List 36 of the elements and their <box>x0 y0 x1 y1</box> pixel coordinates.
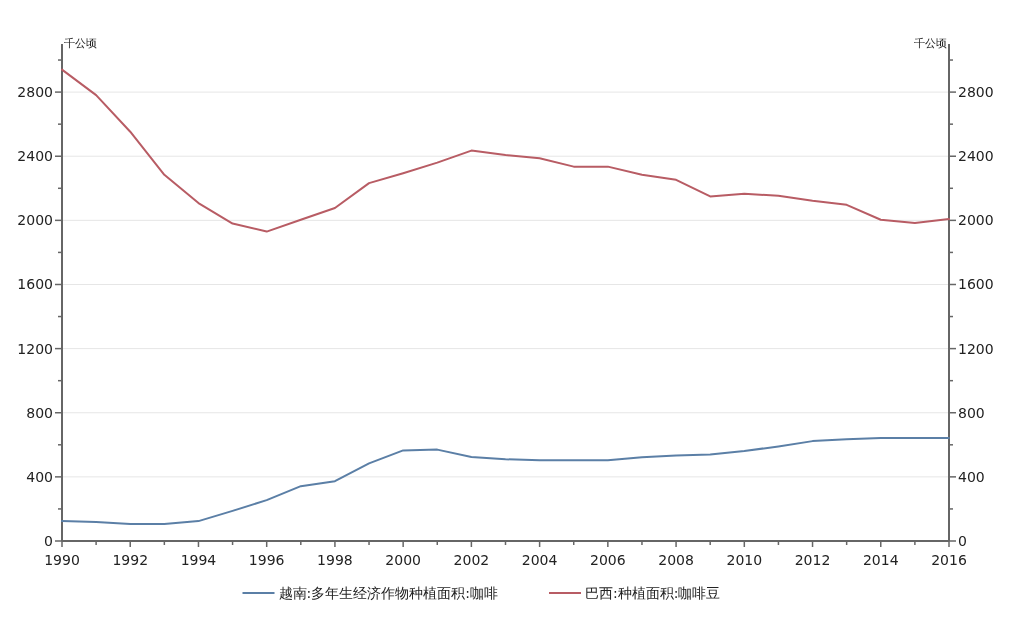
x-tick-label: 1990 <box>44 552 80 568</box>
y-tick-label: 2800 <box>17 84 53 101</box>
y-tick-label: 2000 <box>17 212 53 229</box>
x-tick-label: 1994 <box>180 552 217 568</box>
x-tick-label: 2016 <box>931 552 967 568</box>
x-tick-label: 1998 <box>317 552 353 568</box>
y-tick-label: 400 <box>26 468 53 485</box>
x-tick-label: 2000 <box>385 552 421 568</box>
x-tick-label: 2006 <box>590 552 626 568</box>
y2-tick-label: 0 <box>958 533 967 549</box>
line-series <box>61 68 950 233</box>
line-series <box>61 437 950 526</box>
x-tick-label: 2008 <box>658 552 694 568</box>
y2-tick-label: 400 <box>958 468 985 485</box>
legend-label: 巴西:种植面积:咖啡豆 <box>585 585 721 601</box>
y2-tick-label: 800 <box>958 404 985 421</box>
x-tick-label: 1992 <box>112 552 149 568</box>
x-tick-label: 2004 <box>521 552 558 568</box>
y-tick-label: 2400 <box>17 148 53 165</box>
y-tick-label: 1600 <box>17 276 53 293</box>
x-tick-label: 2014 <box>862 552 899 568</box>
y2-axis-title: 千公顷 <box>914 37 947 50</box>
y-axis-title: 千公顷 <box>64 37 97 50</box>
y2-tick-label: 2400 <box>958 148 994 165</box>
x-tick-label: 2010 <box>726 552 763 568</box>
legend-label: 越南:多年生经济作物种植面积:咖啡 <box>278 585 498 601</box>
y2-tick-label: 2800 <box>958 84 994 101</box>
y2-tick-label: 1600 <box>958 276 994 293</box>
y-tick-label: 0 <box>44 533 53 549</box>
y2-tick-label: 1200 <box>958 340 994 357</box>
x-tick-label: 1996 <box>248 552 285 568</box>
x-tick-label: 2012 <box>794 552 831 568</box>
y2-tick-label: 2000 <box>958 212 994 229</box>
y-tick-label: 1200 <box>17 340 53 357</box>
x-tick-label: 2002 <box>453 552 490 568</box>
y-tick-label: 800 <box>26 404 53 421</box>
